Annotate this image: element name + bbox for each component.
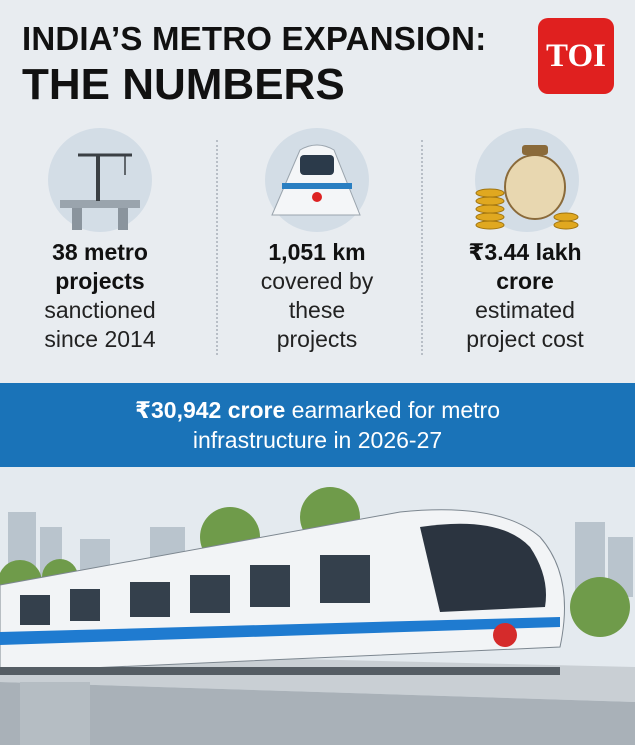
logo: TOI: [538, 18, 614, 94]
stat-value: 1,051 km: [268, 239, 366, 265]
subtitle: THE NUMBERS: [22, 60, 345, 109]
stat-value: ₹3.44 lakh crore: [468, 239, 582, 294]
stat: 38 metro projects sanctioned since 2014: [5, 238, 195, 354]
stat-text: sanctioned since 2014: [44, 297, 156, 352]
banner-value: ₹30,942 crore: [134, 397, 286, 423]
stat-text: covered by these projects: [260, 268, 374, 352]
stat-text: estimated project cost: [466, 297, 584, 352]
icons: [48, 128, 579, 232]
stat: ₹3.44 lakh crore estimated project cost: [430, 238, 620, 354]
title: INDIA’S METRO EXPANSION:: [22, 20, 487, 57]
stat: 1,051 km covered by these projects: [222, 238, 412, 354]
separator: [421, 140, 423, 355]
separator: [216, 140, 218, 355]
banner-text: ₹30,942 crore earmarked for metro infras…: [83, 395, 553, 455]
banner-description: earmarked for metro infrastructure in 20…: [192, 397, 501, 453]
stat-value: 38 metro projects: [52, 239, 148, 294]
banner: ₹30,942 crore earmarked for metro infras…: [0, 383, 635, 467]
train-illustration: [0, 467, 635, 745]
